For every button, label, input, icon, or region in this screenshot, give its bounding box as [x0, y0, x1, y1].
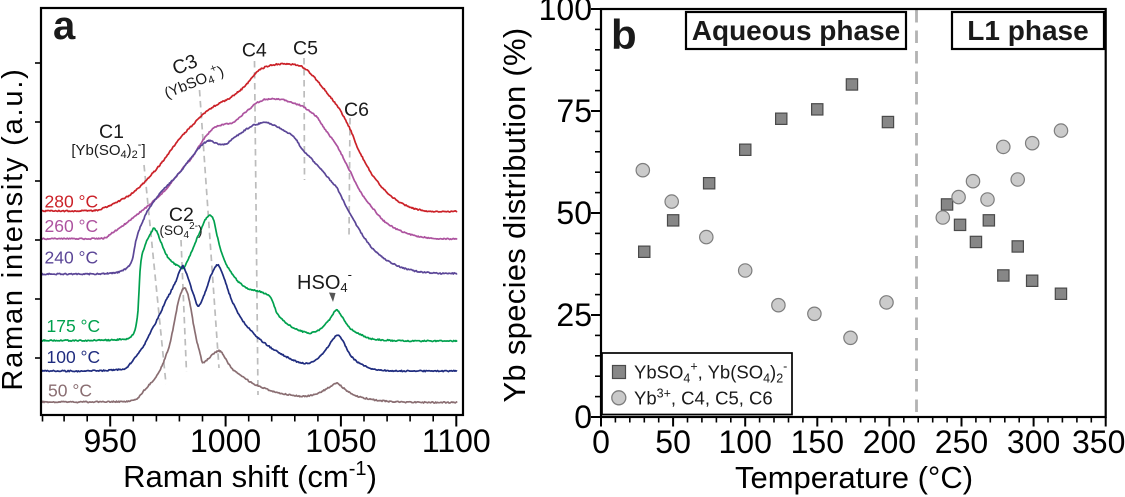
svg-text:0: 0: [574, 399, 592, 435]
svg-text:b: b: [611, 11, 637, 58]
svg-text:100: 100: [719, 424, 772, 460]
svg-text:950: 950: [84, 423, 137, 459]
svg-text:[Yb(SO4)2-]: [Yb(SO4)2-]: [71, 139, 145, 161]
svg-text:1050: 1050: [305, 423, 376, 459]
svg-text:50: 50: [655, 424, 691, 460]
svg-text:300: 300: [1007, 424, 1060, 460]
svg-text:a: a: [53, 4, 76, 48]
svg-text:YbSO4+, Yb(SO4)2-: YbSO4+, Yb(SO4)2-: [634, 360, 787, 386]
svg-text:100 °C: 100 °C: [47, 347, 101, 367]
svg-text:0: 0: [592, 424, 610, 460]
svg-text:C5: C5: [293, 38, 318, 60]
svg-text:200: 200: [863, 424, 916, 460]
svg-text:L1 phase: L1 phase: [967, 15, 1088, 46]
svg-text:175 °C: 175 °C: [47, 316, 101, 336]
svg-text:Raman shift (cm-1): Raman shift (cm-1): [123, 458, 377, 494]
svg-text:280 °C: 280 °C: [45, 191, 99, 211]
svg-text:Raman intensity (a.u.): Raman intensity (a.u.): [0, 67, 29, 390]
svg-text:50 °C: 50 °C: [48, 381, 92, 401]
svg-text:75: 75: [556, 93, 592, 129]
svg-text:25: 25: [556, 297, 592, 333]
svg-text:Aqueous phase: Aqueous phase: [692, 15, 900, 46]
svg-text:Temperature (°C): Temperature (°C): [735, 460, 973, 495]
svg-text:240 °C: 240 °C: [45, 247, 99, 267]
svg-text:100: 100: [539, 0, 592, 27]
svg-text:250: 250: [935, 424, 988, 460]
svg-text:C4: C4: [242, 40, 267, 62]
svg-text:260 °C: 260 °C: [45, 216, 99, 236]
svg-text:1100: 1100: [422, 423, 491, 459]
svg-text:Yb3+, C4, C5, C6: Yb3+, C4, C5, C6: [634, 387, 773, 409]
svg-text:C6: C6: [344, 99, 369, 121]
svg-text:C1: C1: [99, 121, 124, 143]
svg-text:1000: 1000: [190, 423, 261, 459]
svg-text:C2: C2: [169, 204, 194, 226]
svg-text:350: 350: [1072, 424, 1125, 460]
svg-text:50: 50: [556, 195, 592, 231]
svg-text:150: 150: [791, 424, 844, 460]
svg-text:Yb species distribution (%): Yb species distribution (%): [497, 27, 532, 402]
